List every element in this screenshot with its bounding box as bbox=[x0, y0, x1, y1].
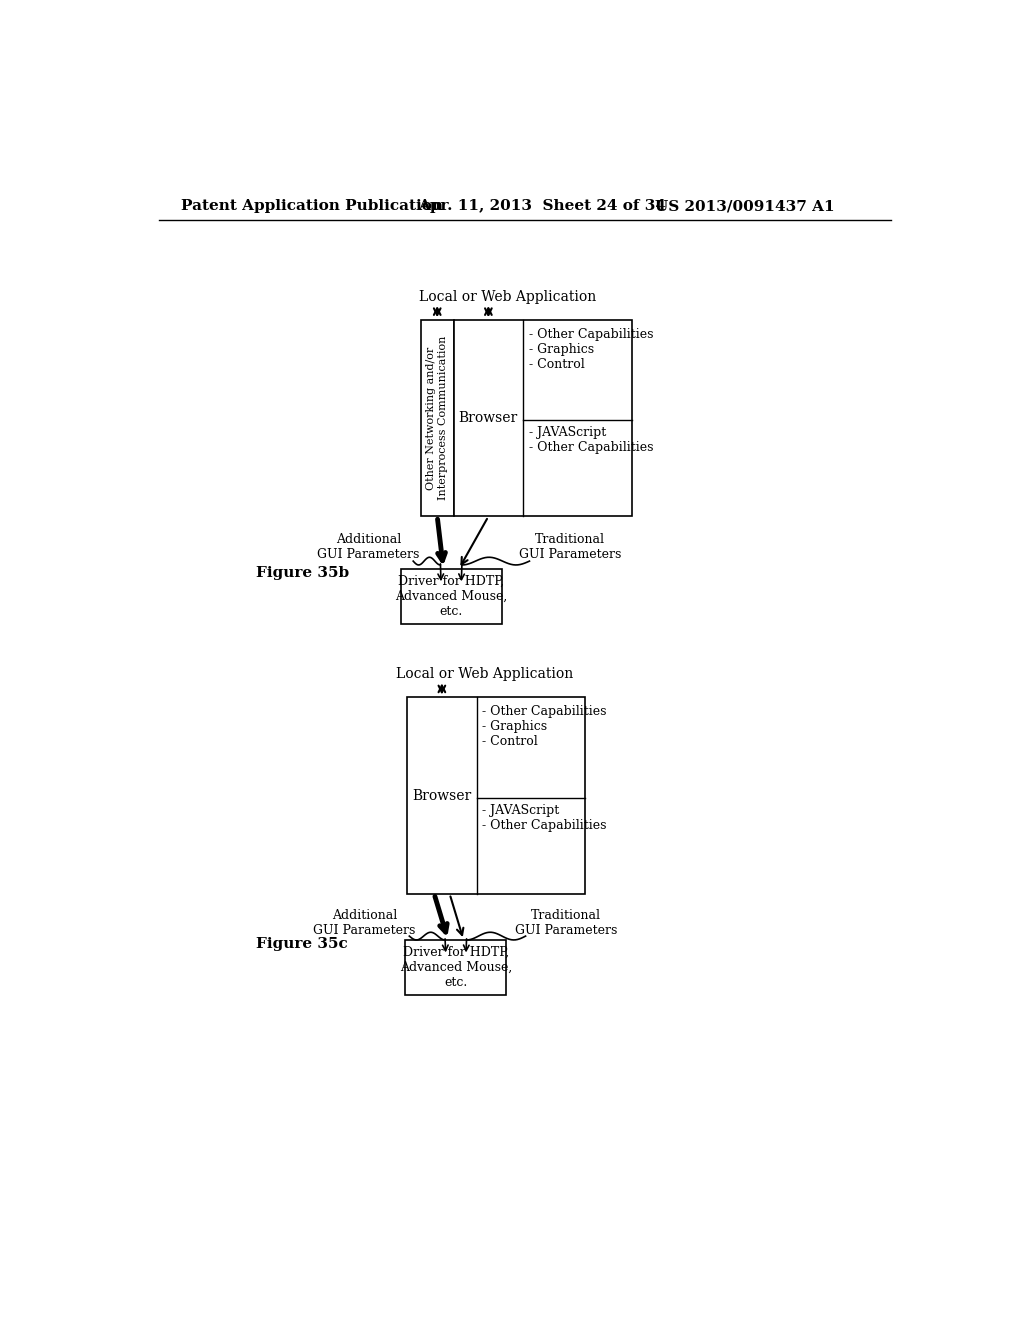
Text: Other Networking and/or
Interprocess Communication: Other Networking and/or Interprocess Com… bbox=[426, 337, 449, 500]
Bar bbox=[406, 940, 506, 995]
Text: Traditional
GUI Parameters: Traditional GUI Parameters bbox=[515, 909, 617, 937]
Text: - Other Capabilities
- Graphics
- Control: - Other Capabilities - Graphics - Contro… bbox=[528, 327, 653, 371]
Text: Figure 35b: Figure 35b bbox=[256, 566, 349, 579]
Text: - Other Capabilities
- Graphics
- Control: - Other Capabilities - Graphics - Contro… bbox=[482, 705, 606, 748]
Text: Patent Application Publication: Patent Application Publication bbox=[180, 199, 442, 213]
Bar bbox=[400, 569, 502, 624]
Text: Driver for HDTP,
Advanced Mouse,
etc.: Driver for HDTP, Advanced Mouse, etc. bbox=[395, 576, 507, 618]
Text: Local or Web Application: Local or Web Application bbox=[396, 668, 573, 681]
Text: Driver for HDTP,
Advanced Mouse,
etc.: Driver for HDTP, Advanced Mouse, etc. bbox=[399, 946, 512, 989]
Text: Local or Web Application: Local or Web Application bbox=[419, 290, 596, 304]
Bar bbox=[454, 321, 632, 516]
Text: Browser: Browser bbox=[459, 412, 518, 425]
Text: - JAVAScript
- Other Capabilities: - JAVAScript - Other Capabilities bbox=[528, 426, 653, 454]
Text: Figure 35c: Figure 35c bbox=[256, 937, 347, 950]
Text: Browser: Browser bbox=[413, 788, 471, 803]
Text: US 2013/0091437 A1: US 2013/0091437 A1 bbox=[655, 199, 835, 213]
Text: Traditional
GUI Parameters: Traditional GUI Parameters bbox=[518, 533, 621, 561]
Text: - JAVAScript
- Other Capabilities: - JAVAScript - Other Capabilities bbox=[482, 804, 606, 832]
Text: Apr. 11, 2013  Sheet 24 of 34: Apr. 11, 2013 Sheet 24 of 34 bbox=[419, 199, 667, 213]
Text: Additional
GUI Parameters: Additional GUI Parameters bbox=[317, 533, 420, 561]
Text: Additional
GUI Parameters: Additional GUI Parameters bbox=[313, 909, 416, 937]
Bar bbox=[407, 697, 586, 894]
Bar bbox=[421, 321, 454, 516]
